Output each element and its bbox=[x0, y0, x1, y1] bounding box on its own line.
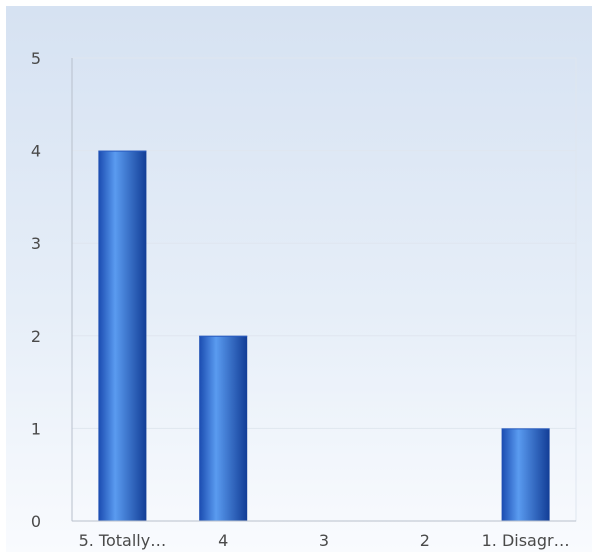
y-tick-label-1: 1 bbox=[31, 419, 41, 438]
x-tick-label-1: 4 bbox=[218, 531, 228, 550]
bar-1 bbox=[199, 335, 248, 521]
bar-0 bbox=[98, 150, 147, 521]
x-tick-label-2: 3 bbox=[319, 531, 329, 550]
y-tick-label-5: 5 bbox=[31, 49, 41, 68]
x-tick-label-3: 2 bbox=[420, 531, 430, 550]
chart-panel: 0 1 2 3 4 5 5. Totally… 4 3 2 1. Disagr… bbox=[6, 6, 592, 552]
x-tick-label-4: 1. Disagr… bbox=[482, 531, 570, 550]
y-tick-label-4: 4 bbox=[31, 142, 41, 161]
bars bbox=[98, 150, 550, 521]
bar-chart: 0 1 2 3 4 5 5. Totally… 4 3 2 1. Disagr… bbox=[31, 49, 577, 550]
x-tick-label-0: 5. Totally… bbox=[79, 531, 167, 550]
y-tick-labels: 0 1 2 3 4 5 bbox=[31, 49, 41, 531]
bar-4 bbox=[501, 428, 550, 521]
y-tick-label-0: 0 bbox=[31, 512, 41, 531]
plot-area-border bbox=[71, 57, 577, 522]
grid-lines bbox=[71, 57, 577, 522]
y-tick-label-2: 2 bbox=[31, 327, 41, 346]
axes bbox=[71, 58, 576, 522]
y-tick-label-3: 3 bbox=[31, 234, 41, 253]
x-tick-labels: 5. Totally… 4 3 2 1. Disagr… bbox=[79, 531, 570, 550]
